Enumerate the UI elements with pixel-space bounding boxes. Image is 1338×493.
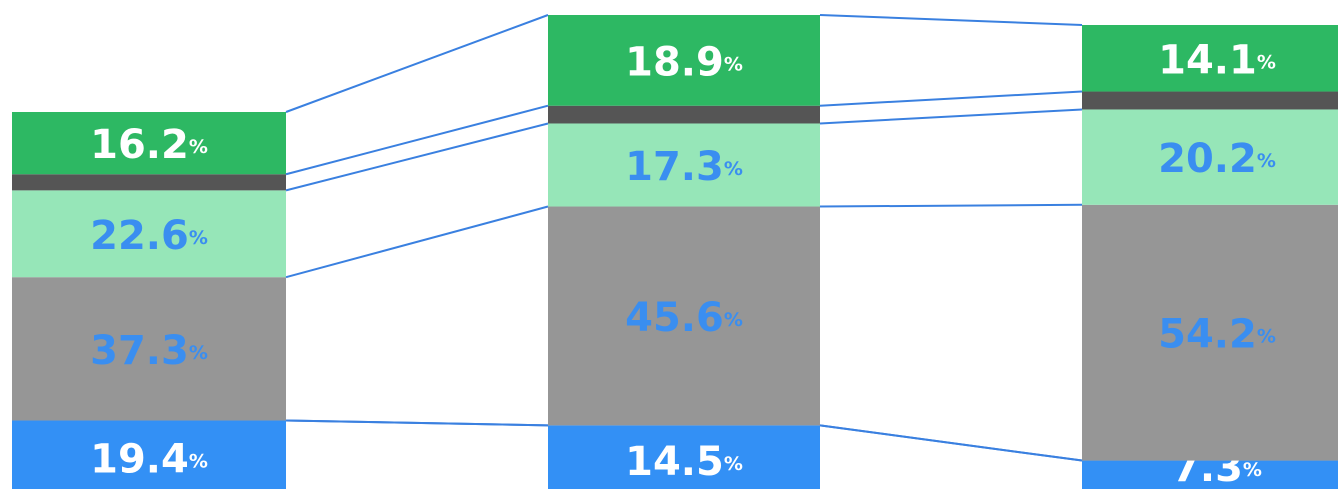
connector-line xyxy=(819,424,1083,462)
connector-line xyxy=(285,14,549,113)
value-label: 14.5% xyxy=(625,439,743,485)
bar-segment xyxy=(1082,204,1338,461)
bar-segment xyxy=(548,206,820,426)
connector-line xyxy=(285,419,549,427)
bar-segment xyxy=(1082,109,1338,205)
bar-segment xyxy=(1082,460,1338,493)
value-label: 19.4% xyxy=(90,437,208,483)
value-label: 16.2% xyxy=(90,122,208,168)
value-label: 18.9% xyxy=(625,39,743,85)
bar-segment xyxy=(12,277,286,421)
connector-line xyxy=(819,14,1083,26)
bar-segment xyxy=(548,123,820,207)
bar-segment xyxy=(12,420,286,493)
bar-segment xyxy=(12,112,286,175)
value-label: 37.3% xyxy=(90,328,208,374)
connector-line xyxy=(819,90,1083,107)
bar-segment xyxy=(548,15,820,106)
value-label: 14.1% xyxy=(1158,37,1276,83)
bar-segment xyxy=(1082,91,1338,110)
bar-segment xyxy=(12,174,286,191)
bar-segment xyxy=(548,105,820,124)
value-label: 17.3% xyxy=(625,144,743,190)
bar-segment xyxy=(548,425,820,493)
connector-line xyxy=(285,122,549,192)
connector-line xyxy=(285,205,549,279)
value-label: 45.6% xyxy=(625,295,743,341)
bar-segment xyxy=(12,190,286,278)
value-label: 20.2% xyxy=(1158,136,1276,182)
bar-segment xyxy=(1082,25,1338,92)
connector-line xyxy=(819,203,1083,208)
value-label: 54.2% xyxy=(1158,312,1276,358)
connector-line xyxy=(819,108,1083,125)
connector-line xyxy=(285,104,549,176)
value-label: 22.6% xyxy=(90,213,208,259)
